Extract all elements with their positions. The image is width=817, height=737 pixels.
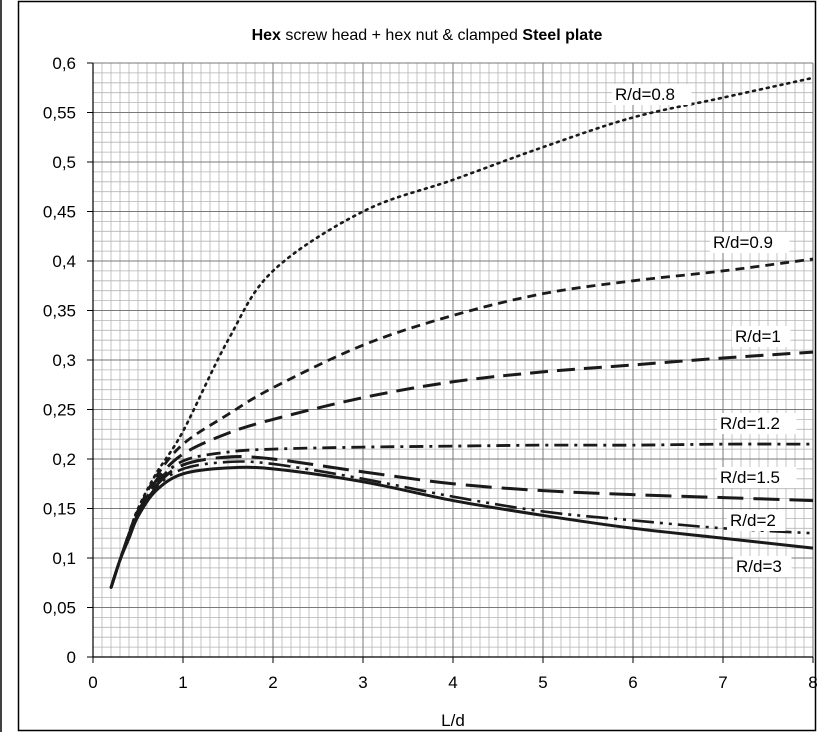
series-label: R/d=1: [735, 327, 781, 346]
chart-title-part: Steel plate: [522, 27, 602, 44]
chart-title-part: screw head + hex nut & clamped: [281, 27, 522, 44]
tick-labels: 0 1 2 3 4 5 6 7 8 0 0,05 0,1 0,15 0,2 0,25 0,3 0,35 0,4 0,…: [43, 54, 817, 692]
y-tick-label: 0,1: [52, 549, 76, 568]
chart-title: Hex screw head + hex nut & clamped Steel…: [252, 27, 603, 44]
x-tick-label: 2: [268, 673, 277, 692]
series-label-background: [733, 556, 792, 577]
series-label-background: [710, 232, 790, 253]
y-tick-label: 0,4: [52, 252, 76, 271]
x-tick-label: 8: [808, 673, 817, 692]
x-tick-label: 0: [88, 673, 97, 692]
y-tick-label: 0,3: [52, 351, 76, 370]
x-tick-label: 3: [358, 673, 367, 692]
series-label-background: [732, 326, 791, 347]
series-label: R/d=3: [736, 557, 782, 576]
series-label-background: [717, 467, 797, 488]
series-label: R/d=1.2: [720, 414, 780, 433]
major-grid: [92, 62, 814, 658]
series-labels: R/d=0.8 R/d=0.9 R/d=1 R/d=1.2 R/d=1.5 R/d=2 R/…: [612, 84, 797, 577]
series-layer: [109, 76, 815, 589]
series-label: R/d=1.5: [720, 468, 780, 487]
y-tick-label: 0,15: [43, 500, 76, 519]
x-tick-label: 6: [628, 673, 637, 692]
y-tick-label: 0,35: [43, 302, 76, 321]
axes: [87, 62, 814, 663]
y-tick-label: 0,55: [43, 104, 76, 123]
series-line-rd3: [109, 465, 814, 589]
series-label-background: [727, 510, 786, 531]
y-tick-label: 0,6: [52, 54, 76, 73]
series-label-background: [612, 84, 692, 105]
x-axis-label: L/d: [441, 711, 465, 730]
x-tick-label: 5: [538, 673, 547, 692]
series-label-background: [717, 413, 797, 434]
series-label: R/d=0.8: [615, 85, 675, 104]
series-label: R/d=2: [730, 511, 776, 530]
x-tick-label: 1: [178, 673, 187, 692]
y-tick-label: 0,05: [43, 599, 76, 618]
series-label: R/d=0.9: [713, 233, 773, 252]
y-tick-label: 0: [67, 648, 76, 667]
x-tick-label: 7: [718, 673, 727, 692]
y-tick-label: 0,2: [52, 450, 76, 469]
chart-title-part: Hex: [252, 27, 281, 44]
y-tick-label: 0,5: [52, 153, 76, 172]
x-tick-label: 4: [448, 673, 457, 692]
series-line-rd1-5: [109, 455, 814, 589]
y-tick-label: 0,45: [43, 203, 76, 222]
y-tick-label: 0,25: [43, 401, 76, 420]
